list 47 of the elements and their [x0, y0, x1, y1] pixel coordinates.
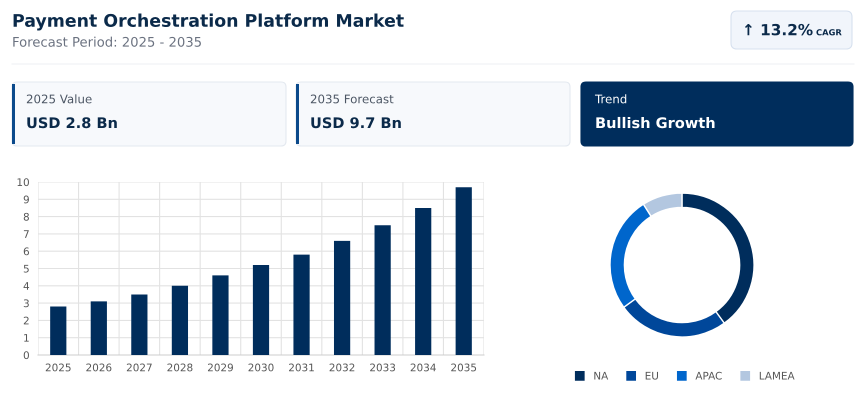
x-tick-label: 2027 [126, 364, 152, 372]
bar [415, 208, 432, 355]
legend-label: EU [646, 372, 658, 380]
y-tick-label: 8 [24, 212, 29, 221]
x-tick-label: 2029 [208, 364, 233, 372]
bar [212, 275, 229, 355]
bar [374, 225, 391, 355]
y-tick-label: 9 [24, 196, 29, 204]
text: USD 2.8 Bn [27, 117, 117, 128]
x-tick-label: 2028 [167, 364, 192, 372]
text: 2025 Value [26, 94, 92, 104]
y-tick-label: 2 [24, 316, 29, 324]
text: 2035 Forecast [310, 94, 394, 104]
x-tick-label: 2031 [289, 364, 314, 372]
text: Payment Orchestration Platform Market [14, 14, 404, 30]
x-tick-label: 2032 [330, 364, 354, 372]
y-tick-label: 0 [24, 351, 29, 360]
bar [172, 286, 188, 355]
x-tick-label: 2033 [370, 364, 396, 372]
text: Trend [594, 94, 626, 104]
legend-label: LAMEA [760, 372, 795, 380]
y-tick-label: 1 [24, 334, 29, 342]
bar [90, 301, 107, 355]
bar [334, 240, 350, 355]
text: USD 9.7 Bn [311, 117, 401, 128]
bar [456, 187, 472, 355]
y-tick-label: 6 [24, 247, 30, 256]
text: CAGR [816, 29, 842, 36]
x-tick-label: 2034 [410, 364, 436, 372]
y-tick-label: 4 [24, 282, 30, 290]
x-tick-label: 2026 [86, 364, 112, 372]
bar [131, 294, 148, 355]
bar [252, 265, 270, 355]
bar [293, 254, 310, 355]
y-tick-label: 5 [24, 264, 29, 273]
text: Forecast Period: 2025 - 2035 [13, 36, 201, 47]
text: ↑ 13.2% [744, 24, 813, 36]
y-tick-label: 7 [24, 230, 29, 238]
bar [50, 306, 66, 355]
x-tick-label: 2035 [451, 364, 476, 372]
legend-label: NA [594, 372, 608, 380]
text: Bullish Growth [596, 116, 714, 128]
x-tick-label: 2030 [248, 364, 274, 372]
x-tick-label: 2025 [46, 364, 71, 372]
y-tick-label: 3 [24, 299, 29, 308]
legend-label: APAC [695, 372, 722, 380]
y-tick-label: 10 [18, 178, 29, 186]
